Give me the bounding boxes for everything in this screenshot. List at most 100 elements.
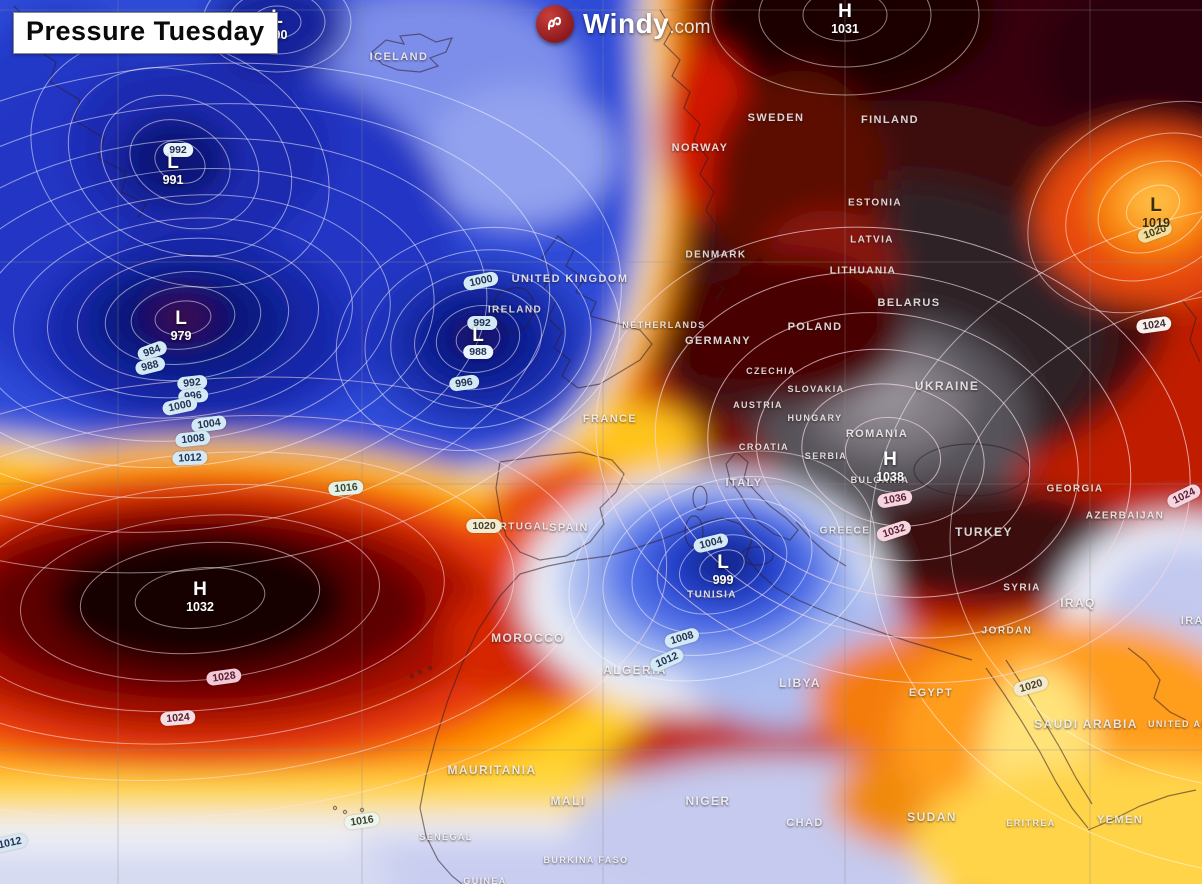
country-label-poland: POLAND	[787, 321, 843, 333]
isobar-label-1016: 1016	[327, 479, 365, 497]
country-label-tunisia: TUNISIA	[687, 589, 737, 601]
country-label-czechia: CZECHIA	[746, 366, 796, 376]
country-label-germany: GERMANY	[684, 335, 752, 347]
country-label-hungary: HUNGARY	[787, 413, 843, 423]
country-label-syria: SYRIA	[1003, 582, 1041, 594]
pressure-center-letter: H	[193, 579, 207, 600]
windy-logo-icon	[536, 5, 574, 43]
pressure-center-value: 1019	[1142, 216, 1170, 230]
country-label-croatia: CROATIA	[738, 442, 790, 452]
country-label-ukraine: UKRAINE	[914, 379, 980, 393]
country-label-turkey: TURKEY	[955, 525, 1013, 539]
pressure-center-L-1019: L 1019	[1142, 196, 1170, 230]
isobar-label-1000: 1000	[462, 270, 500, 292]
country-label-senegal: SENEGAL	[419, 832, 473, 842]
country-label-norway: NORWAY	[671, 142, 729, 154]
country-label-morocco: MOROCCO	[491, 631, 565, 645]
country-label-iraq: IRAQ	[1060, 596, 1096, 610]
country-label-mauritania: MAURITANIA	[447, 763, 537, 777]
country-label-iceland: ICELAND	[369, 51, 429, 63]
country-label-yemen: YEMEN	[1096, 814, 1144, 826]
windy-logo[interactable]: Windy .com	[536, 5, 710, 43]
country-label-chad: CHAD	[786, 817, 824, 829]
map-title-banner: Pressure Tuesday	[13, 12, 278, 54]
country-label-saudi-arabia: SAUDI ARABIA	[1034, 717, 1138, 731]
country-label-denmark: DENMARK	[685, 249, 747, 261]
country-label-georgia: GEORGIA	[1046, 483, 1104, 495]
isobar-label-1012: 1012	[0, 832, 29, 854]
country-label-united-kingdom: UNITED KINGDOM	[511, 273, 629, 285]
country-label-portugal: PORTUGAL	[482, 521, 550, 533]
country-label-estonia: ESTONIA	[847, 197, 903, 209]
country-label-jordan: JORDAN	[981, 625, 1033, 637]
country-label-italy: ITALY	[725, 477, 763, 489]
country-label-sudan: SUDAN	[907, 810, 957, 824]
pressure-center-value: 991	[162, 173, 184, 187]
windy-logo-text: Windy .com	[583, 8, 710, 40]
pressure-center-H-1032: H 1032	[186, 580, 214, 614]
country-label-netherlands: NETHERLANDS	[622, 320, 706, 330]
country-label-slovakia: SLOVAKIA	[787, 384, 845, 394]
isobar-label-988: 988	[463, 345, 493, 359]
country-label-lithuania: LITHUANIA	[829, 265, 897, 277]
isobar-label-1036: 1036	[876, 489, 914, 509]
pressure-center-letter: L	[472, 325, 484, 346]
pressure-center-value: 1032	[186, 600, 214, 614]
pressure-center-letter: H	[838, 1, 852, 22]
isobar-label-1012: 1012	[171, 450, 209, 466]
pressure-center-H-1038: H 1038	[876, 450, 904, 484]
country-label-spain: SPAIN	[549, 522, 589, 534]
country-label-finland: FINLAND	[860, 114, 920, 126]
country-label-bulgaria: BULGARIA	[850, 475, 910, 485]
country-label-egypt: EGYPT	[908, 687, 954, 699]
country-label-guinea: GUINEA	[463, 876, 507, 884]
pressure-center-letter: H	[883, 449, 897, 470]
country-label-libya: LIBYA	[779, 676, 821, 690]
pressure-center-L-999: L 999	[713, 553, 734, 587]
pressure-center-value: 1031	[831, 22, 859, 36]
country-label-niger: NIGER	[685, 794, 731, 808]
pressure-center-value: 999	[712, 573, 734, 587]
isobar-label-1008: 1008	[174, 430, 212, 448]
country-label-iran: IRAN	[1180, 615, 1202, 627]
pressure-center-L: L	[472, 326, 484, 345]
windy-logo-brand: Windy	[583, 8, 670, 39]
pressure-center-letter: L	[167, 152, 179, 173]
isobar-label-1024: 1024	[1135, 315, 1173, 335]
isobar-label-996: 996	[448, 374, 480, 392]
country-label-burkina-faso: BURKINA FASO	[543, 855, 629, 865]
isobar-label-992: 992	[163, 143, 193, 157]
country-label-belarus: BELARUS	[877, 297, 941, 309]
isobar-label-1032: 1032	[875, 518, 913, 544]
country-label-mali: MALI	[550, 794, 586, 808]
country-label-latvia: LATVIA	[850, 234, 894, 246]
isobar-label-1016: 1016	[343, 811, 381, 831]
country-label-austria: AUSTRIA	[733, 400, 783, 410]
country-label-azerbaijan: AZERBAIJAN	[1085, 510, 1165, 522]
pressure-center-letter: L	[717, 552, 729, 573]
pressure-center-L-991: L 991	[163, 153, 184, 187]
isobar-label-1028: 1028	[205, 667, 243, 687]
country-label-eritrea: ERITREA	[1006, 818, 1056, 828]
pressure-center-L-979: L 979	[171, 309, 192, 343]
isobar-label-1020: 1020	[1012, 674, 1050, 698]
isobar-label-1024: 1024	[1165, 481, 1202, 511]
pressure-center-letter: L	[175, 308, 187, 329]
country-label-ireland: IRELAND	[487, 304, 543, 316]
country-label-united-arab-emirates: UNITED ARAB EMIRATES	[1148, 719, 1202, 729]
windy-logo-tld: .com	[669, 17, 711, 38]
country-label-greece: GREECE	[819, 525, 871, 537]
country-label-serbia: SERBIA	[804, 451, 848, 461]
pressure-center-value: 979	[170, 329, 192, 343]
pressure-center-letter: L	[1150, 195, 1162, 216]
pressure-center-H-1031: H 1031	[831, 2, 859, 36]
country-label-romania: ROMANIA	[845, 428, 909, 440]
country-label-france: FRANCE	[582, 413, 638, 425]
map-title: Pressure Tuesday	[26, 16, 265, 46]
pressure-center-value: 1038	[876, 470, 904, 484]
isobar-label-1000: 1000	[161, 395, 199, 417]
